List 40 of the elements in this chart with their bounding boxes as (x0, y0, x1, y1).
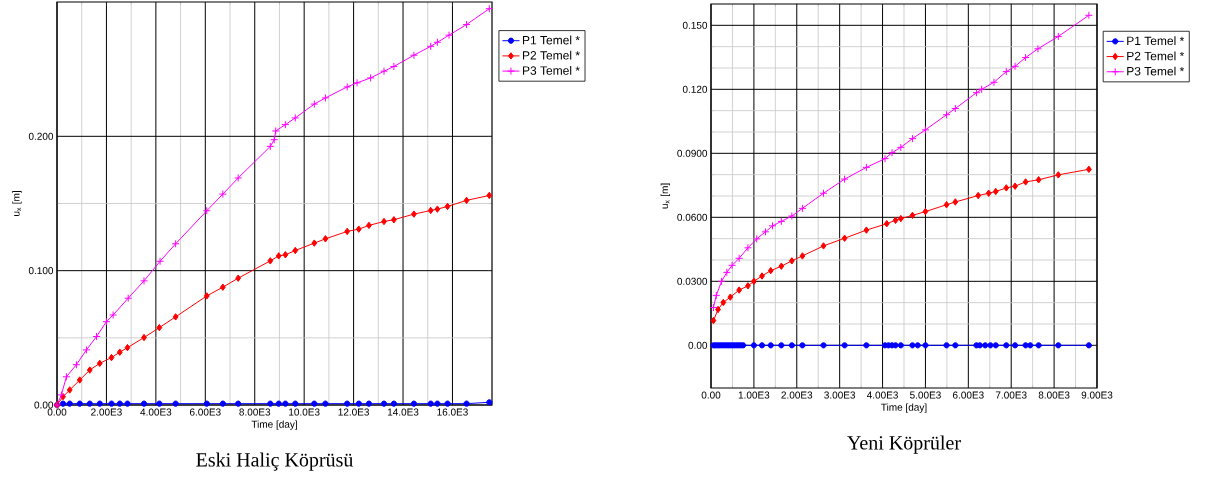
y-tick-label: 0.0300 (677, 277, 708, 285)
text: Yeni Köprüler (847, 435, 961, 454)
x-tick-label: 1.00E3 (738, 391, 770, 399)
x-tick-label: 8.00E3 (239, 408, 271, 416)
y-tick-label: 0.120 (682, 85, 708, 93)
x-tick-label: 12.0E3 (338, 408, 370, 416)
x-tick-label: 6.00E3 (189, 408, 221, 416)
y-tick-label: 0.0600 (677, 213, 708, 221)
x-tick-label: 2.00E3 (91, 408, 122, 416)
x-tick-label: 16.0E3 (437, 408, 468, 416)
legend-label: P3 Temel * (1127, 66, 1185, 76)
legend-label: P1 Temel * (1127, 36, 1185, 46)
x-tick-label: 10.0E3 (289, 408, 320, 416)
x-tick-label: 6.00E3 (952, 391, 984, 399)
x-tick-label: 14.0E3 (387, 408, 419, 416)
x-tick-label: 0.00 (47, 408, 67, 416)
y-tick-label: 0.0900 (677, 149, 708, 157)
y-axis-title: u$_{x}$ [m] (12, 191, 22, 216)
y-tick-label: 0.00 (34, 401, 54, 409)
x-tick-label: 0.00 (701, 391, 721, 399)
x-tick-label: 9.00E3 (1081, 391, 1113, 399)
text: Eski Haliç Köprüsü (196, 452, 354, 471)
x-tick-label: 3.00E3 (824, 391, 856, 399)
x-tick-label: 4.00E3 (866, 391, 898, 399)
legend-label: P1 Temel * (522, 35, 580, 45)
legend-label: P2 Temel * (522, 50, 580, 60)
y-tick-label: 0.200 (28, 132, 54, 140)
x-tick-label: 5.00E3 (910, 391, 941, 399)
y-axis-title: u$_{x}$ [m] (660, 183, 671, 209)
y-tick-label: 0.100 (28, 267, 54, 275)
y-tick-label: 0.00 (688, 341, 708, 349)
x-tick-label: 7.00E3 (995, 391, 1027, 399)
x-tick-label: 8.00E3 (1038, 391, 1070, 399)
y-tick-label: 0.150 (682, 21, 708, 29)
x-axis-title: Time [day] (881, 403, 927, 413)
x-axis-title: Time [day] (251, 420, 297, 430)
x-tick-label: 4.00E3 (140, 408, 172, 416)
x-tick-label: 2.00E3 (781, 391, 813, 399)
legend-label: P2 Temel * (1127, 51, 1185, 61)
legend-label: P3 Temel * (522, 66, 580, 75)
